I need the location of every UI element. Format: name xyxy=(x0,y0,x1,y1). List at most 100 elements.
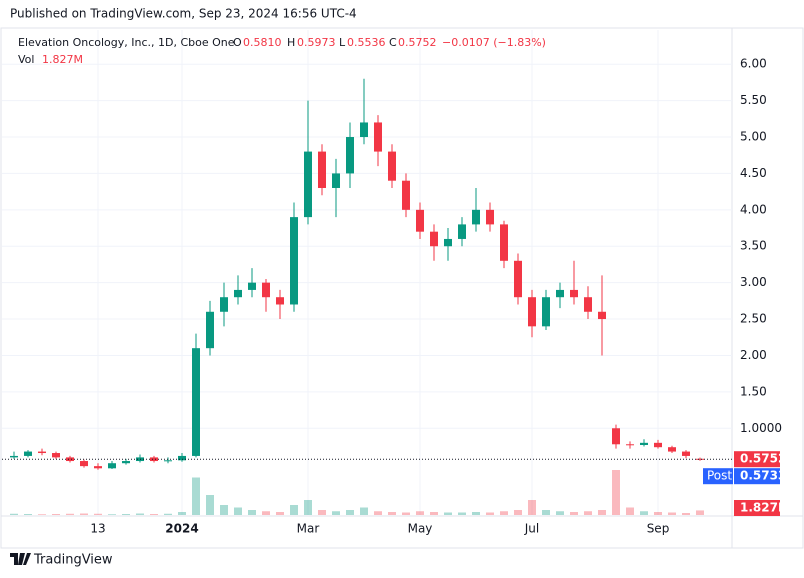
labels: 1.0000 1.50 2.00 2.50 3.00 3.50 4.00 4.50 5.00 5.… xyxy=(2,57,790,536)
x-tick-label: Mar xyxy=(297,522,320,536)
candle-body xyxy=(654,442,662,448)
volume-bar xyxy=(682,513,690,515)
candle-body xyxy=(388,151,396,181)
volume-bar xyxy=(178,512,186,515)
legend-high: 0.5973 xyxy=(297,36,336,49)
candle-body xyxy=(472,209,480,225)
x-tick-label: May xyxy=(408,522,433,536)
volume-bar xyxy=(122,514,130,515)
y-tick-label: 1.50 xyxy=(740,384,767,398)
candle-body xyxy=(486,209,494,225)
legend-vol-label: Vol xyxy=(18,53,34,66)
candle-body xyxy=(10,455,18,458)
post-price-label: 0.5733 xyxy=(740,469,786,483)
volume-bar xyxy=(108,514,116,515)
published-note: Published on TradingView.com, Sep 23, 20… xyxy=(10,7,357,21)
x-tick-label: Jul xyxy=(524,522,539,536)
candle-body xyxy=(430,231,438,247)
volume-bar xyxy=(332,511,340,515)
volume-bar xyxy=(248,510,256,515)
y-tick-label: 4.00 xyxy=(740,202,767,216)
candle-body xyxy=(500,224,508,261)
candle-body xyxy=(52,453,60,458)
candle-body xyxy=(318,151,326,188)
volume-bar xyxy=(402,512,410,515)
candle-body xyxy=(444,238,452,247)
candle-body xyxy=(248,282,256,290)
volume-bar xyxy=(430,512,438,515)
volume-bar xyxy=(192,477,200,515)
volume-bar xyxy=(584,511,592,515)
candle-body xyxy=(290,217,298,305)
footer-logo: TradingView xyxy=(10,553,113,568)
volume-bar xyxy=(654,512,662,515)
volume-bar xyxy=(304,500,312,515)
volume-value-box xyxy=(734,500,780,516)
volume-bar xyxy=(640,511,648,515)
legend-c-label: C xyxy=(389,36,397,49)
y-tick-label: 3.00 xyxy=(740,275,767,289)
volume-bar xyxy=(416,511,424,515)
candle-body xyxy=(304,151,312,218)
legend-symbol: Elevation Oncology, Inc., 1D, Cboe One xyxy=(18,36,235,49)
volume-bar xyxy=(234,507,242,515)
candle-body xyxy=(556,289,564,298)
footer-brand: TradingView xyxy=(33,553,113,568)
volume-bar xyxy=(346,510,354,515)
candle-body xyxy=(598,311,606,320)
volume-bar xyxy=(52,514,60,515)
volume-bar xyxy=(24,514,32,515)
candle-body xyxy=(276,297,284,305)
last-price-box xyxy=(734,451,780,468)
y-tick-label: 3.50 xyxy=(740,239,767,253)
volume-bar xyxy=(486,512,494,515)
volume-bar xyxy=(556,511,564,515)
volume-bar xyxy=(80,513,88,515)
candle-body xyxy=(612,428,620,445)
y-tick-label: 5.00 xyxy=(740,130,767,144)
candle-body xyxy=(234,289,242,298)
volume-bar xyxy=(10,513,18,515)
volume-bar xyxy=(696,510,704,515)
volume-bar xyxy=(388,512,396,515)
candle-body xyxy=(122,461,130,464)
legend-open: 0.5810 xyxy=(243,36,282,49)
volume-bar xyxy=(570,512,578,515)
volume-bar xyxy=(318,510,326,515)
legend-l-label: L xyxy=(339,36,346,49)
legend-close: 0.5752 xyxy=(398,36,437,49)
y-tick-label: 5.50 xyxy=(740,93,767,107)
frame xyxy=(0,27,804,549)
volume-bar xyxy=(374,511,382,515)
post-tag-box xyxy=(703,468,733,485)
candle-body xyxy=(402,180,410,210)
legend-vol: 1.827M xyxy=(42,53,83,66)
volume-bar xyxy=(612,470,620,515)
volume-bar xyxy=(626,507,634,515)
post-price-box xyxy=(734,468,780,485)
candle-body xyxy=(668,447,676,452)
last-price-label: 0.5752 xyxy=(740,452,786,466)
legend-low: 0.5536 xyxy=(347,36,386,49)
candle-body xyxy=(346,137,354,174)
candle-body xyxy=(570,289,578,298)
candle-body xyxy=(262,282,270,298)
post-tag: Post xyxy=(707,469,732,483)
legend-change: −0.0107 (−1.83%) xyxy=(442,36,546,49)
candle-body xyxy=(584,297,592,312)
x-tick-label: 2024 xyxy=(165,522,198,536)
candle-body xyxy=(220,297,228,312)
candle-body xyxy=(94,466,102,469)
volume-bar xyxy=(206,495,214,515)
candle-body xyxy=(514,260,522,298)
volume-bar xyxy=(514,510,522,515)
volume-bar xyxy=(276,512,284,515)
legend-h-label: H xyxy=(287,36,295,49)
volume-bar xyxy=(150,514,158,515)
y-tick-label: 1.0000 xyxy=(740,421,782,435)
candle-body xyxy=(528,297,536,327)
y-tick-label: 2.00 xyxy=(740,348,767,362)
candle-body xyxy=(150,457,158,462)
